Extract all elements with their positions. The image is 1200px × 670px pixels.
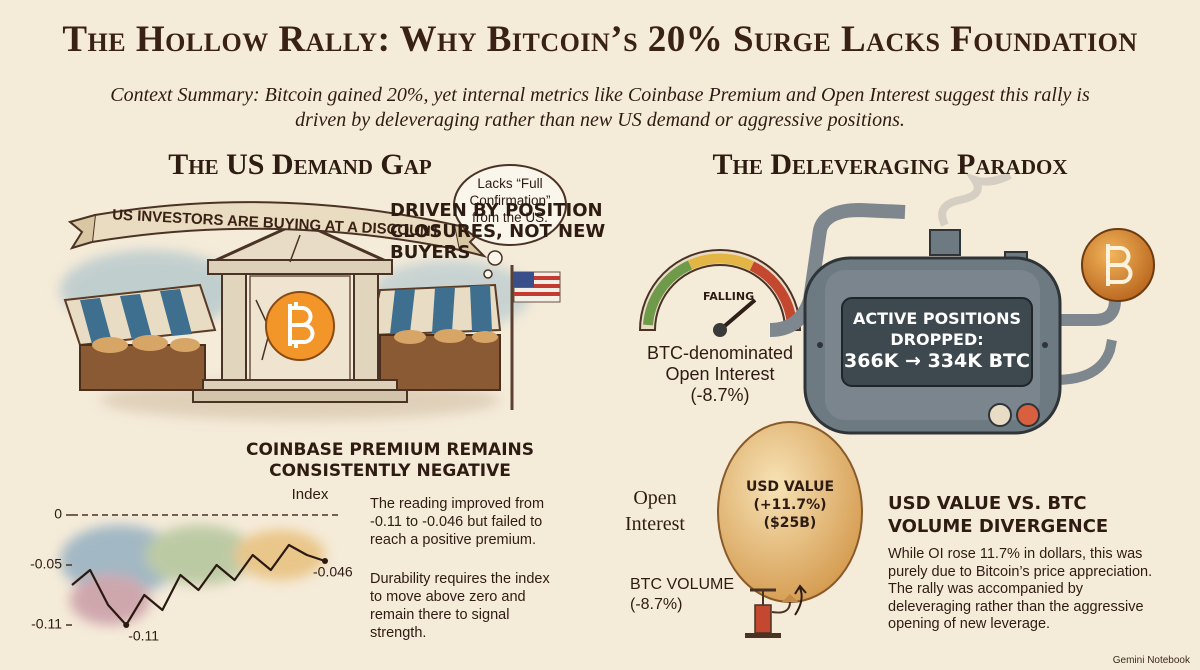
- bank-building-part: [353, 273, 379, 381]
- bitcoin-coin-part: [1106, 244, 1133, 286]
- market-stall-left-part: [79, 344, 206, 391]
- thought-bubble-part: [453, 164, 567, 246]
- bubble-text: Lacks “Full Confirmation” from the US.: [469, 176, 551, 225]
- market-stall-left-part: [132, 335, 168, 351]
- steam-tank: [803, 256, 1062, 435]
- page-title: The Hollow Rally: Why Bitcoin’s 20% Surg…: [62, 19, 1138, 60]
- y-tick-label: -0.05: [30, 556, 62, 572]
- air-pump-part: [771, 601, 791, 614]
- air-pump-part: [745, 633, 781, 638]
- thought-bubble: [453, 164, 567, 279]
- divergence-text: While OI rose 11.7% in dollars, this was…: [888, 546, 1153, 632]
- thought-bubble-part: [483, 269, 493, 279]
- balloon-caption: Open Interest: [625, 487, 685, 535]
- steam-tank-part: [988, 403, 1012, 427]
- market-stall-left-part: [160, 289, 192, 336]
- tank-subtitle: DRIVEN BY POSITION CLOSURES, NOT NEW BUY…: [390, 200, 606, 263]
- pipes-part: [1054, 339, 1117, 385]
- market-stall-right-part: [432, 287, 455, 333]
- pipes-part: [938, 171, 1012, 227]
- chart-note: Durability requires the index to move ab…: [370, 571, 550, 641]
- market-stall-left-part: [92, 337, 128, 353]
- air-pump: [745, 584, 807, 638]
- pressure-gauge-part: [643, 260, 693, 326]
- tank-label: ACTIVE POSITIONS DROPPED:: [852, 309, 1022, 349]
- section-title: The Deleveraging Paradox: [712, 148, 1068, 181]
- axis-label: Index: [292, 486, 329, 503]
- us-flag-part: [514, 276, 560, 280]
- bank-building-part: [221, 273, 247, 381]
- pipes-part: [929, 229, 961, 256]
- market-stall-right-part: [394, 330, 426, 344]
- us-flag-part: [514, 272, 534, 287]
- chart-wash: [60, 525, 325, 625]
- pipes-part: [1060, 299, 1121, 326]
- steam-tank-part: [841, 297, 1033, 387]
- tank-value: 366K → 334K BTC: [844, 350, 1030, 372]
- value-label: -0.046: [313, 564, 353, 580]
- pressure-gauge-part: [749, 261, 797, 326]
- market-stall-right-part: [472, 331, 498, 343]
- pressure-gauge-part: [718, 298, 757, 332]
- premium-chart: 0 -0.05 -0.11 Index -0.11 -0.046: [30, 486, 353, 644]
- us-flag-part: [514, 292, 560, 296]
- thought-bubble-part: [487, 250, 503, 266]
- market-stall-right: [368, 283, 502, 391]
- bank-building-part: [192, 389, 408, 403]
- chart-note: The reading improved from -0.11 to -0.04…: [370, 496, 545, 548]
- pipes: [769, 171, 1121, 385]
- pressure-gauge-part: [687, 253, 755, 271]
- balloon-label: USD VALUE (+11.7%) ($25B): [745, 479, 835, 531]
- bank-building-part: [207, 259, 393, 275]
- pipes-part: [769, 202, 906, 337]
- ribbon-banner-part: [67, 214, 96, 250]
- point-marker: [123, 622, 130, 628]
- chart-heading: COINBASE PREMIUM REMAINS CONSISTENTLY NE…: [246, 440, 534, 481]
- premium-line: [71, 543, 326, 627]
- chart-wash-part: [145, 525, 255, 585]
- market-stall-right-part: [470, 285, 492, 331]
- pump-label: BTC VOLUME (-8.7%): [630, 576, 735, 613]
- bank-building-part: [288, 302, 315, 348]
- market-stall-left: [63, 283, 217, 391]
- us-flag: [510, 265, 561, 410]
- bitcoin-coin: [1081, 228, 1155, 302]
- chart-wash-part: [235, 530, 325, 580]
- context-summary: Context Summary: Bitcoin gained 20%, yet…: [110, 84, 1090, 131]
- value-label: -0.11: [128, 628, 159, 644]
- gauge-label: FALLING: [703, 290, 755, 303]
- air-pump-part: [794, 584, 807, 616]
- pressure-gauge-part: [713, 323, 727, 337]
- divergence-heading: USD VALUE VS. BTC VOLUME DIVERGENCE: [888, 493, 1109, 537]
- market-stall-right-part: [390, 289, 415, 334]
- point-marker: [322, 558, 328, 564]
- bank-building-part: [202, 379, 398, 391]
- balloon-part: [782, 594, 798, 602]
- market-stall-left-part: [170, 338, 200, 352]
- gauge-caption: BTC-denominated Open Interest (-8.7%): [646, 343, 794, 405]
- us-flag-part: [514, 284, 560, 288]
- market-stall-left-part: [80, 298, 112, 344]
- air-pump-part: [754, 604, 772, 634]
- y-tick-label: -0.11: [31, 616, 62, 632]
- steam-tank-part: [1016, 403, 1040, 427]
- steam-tank-part: [1042, 342, 1048, 348]
- steam-tank-part: [817, 342, 823, 348]
- bank-building: [192, 220, 408, 403]
- chart-wash-part: [70, 575, 150, 625]
- brand: Gemini Notebook: [1112, 655, 1190, 666]
- y-tick-label: 0: [54, 506, 62, 522]
- section-title: The US Demand Gap: [168, 148, 432, 181]
- chart-wash-part: [60, 525, 180, 595]
- market-stall-right-part: [434, 329, 466, 343]
- market-stall-left-part: [120, 294, 152, 340]
- market-stall-right-part: [379, 334, 501, 391]
